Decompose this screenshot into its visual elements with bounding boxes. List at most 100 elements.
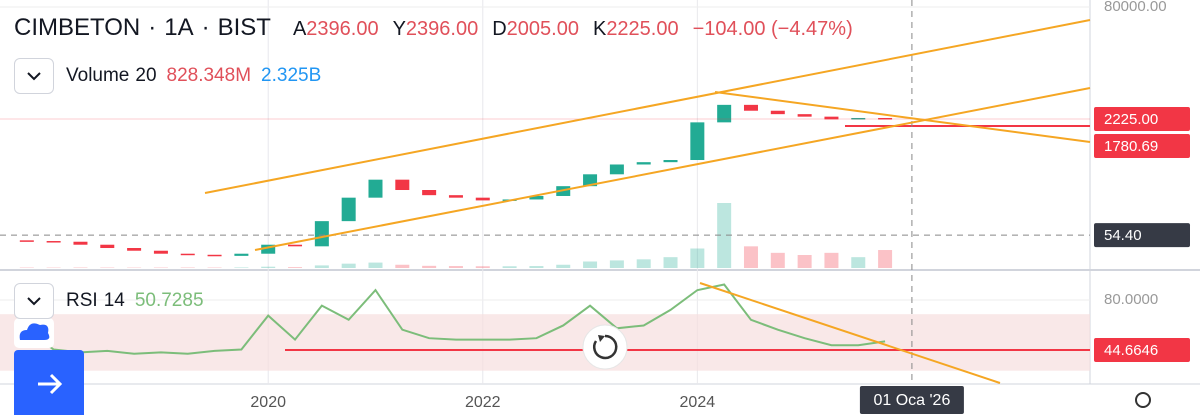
volume-bar <box>797 255 812 268</box>
volume-bar <box>422 265 437 268</box>
rsi-line <box>26 283 886 355</box>
cursor-label-box <box>859 386 964 414</box>
volume-bar <box>851 257 866 268</box>
change: −104.00 (−4.47%) <box>692 18 853 40</box>
price-label: 54.40 <box>1104 227 1142 244</box>
price-label-box <box>1094 337 1190 362</box>
volume-bar <box>663 257 678 268</box>
volume-bar <box>261 266 276 268</box>
volume-bar <box>502 266 517 268</box>
collapse-button[interactable] <box>14 58 54 94</box>
candle-body <box>663 160 678 163</box>
candle-body <box>743 104 758 111</box>
volume-bar <box>824 252 839 268</box>
trendline <box>204 19 1091 194</box>
candle-body <box>583 174 598 187</box>
candle-body <box>314 221 329 247</box>
candle-body <box>127 248 142 251</box>
indicator-value: 828.348M <box>166 65 252 86</box>
volume-bar <box>314 265 329 268</box>
indicator-name: RSI <box>66 290 98 311</box>
arrow-icon <box>38 373 63 395</box>
volume-bar <box>878 250 893 268</box>
candle-body <box>288 244 303 247</box>
candle-body <box>797 114 812 117</box>
y-tick-label: 80000.00 <box>1104 0 1167 15</box>
volume-bar <box>475 266 490 268</box>
price-label-box <box>1094 134 1190 159</box>
trendline <box>254 87 1091 251</box>
ohlc-value: 2005.00 <box>506 18 579 40</box>
candle-body <box>180 253 195 256</box>
volume-bar <box>636 259 651 268</box>
cursor-label: 01 Oca '26 <box>873 392 950 409</box>
candle-body <box>690 122 705 161</box>
candle-body <box>46 241 61 243</box>
volume-bar <box>234 267 249 268</box>
volume-bar <box>556 264 571 268</box>
price-label: 44.6646 <box>1104 342 1158 359</box>
price-label: 2225.00 <box>1104 111 1158 128</box>
refresh-button[interactable] <box>582 324 628 370</box>
ohlc-key: D <box>492 18 507 40</box>
plot <box>0 0 1090 384</box>
volume-bar <box>690 248 705 268</box>
candle-body <box>19 240 34 242</box>
volume-bar <box>609 260 624 268</box>
price-label-box <box>1094 107 1190 132</box>
collapse-button[interactable] <box>14 283 54 319</box>
cloud-icon <box>19 323 50 340</box>
trendline <box>714 91 1091 143</box>
indicator-ma: 2.325B <box>261 65 322 86</box>
candle-body <box>368 179 383 198</box>
refresh-icon <box>598 335 605 342</box>
symbol: CIMBETON <box>14 14 141 41</box>
x-tick-label: 2024 <box>680 394 716 411</box>
volume-bar <box>743 246 758 268</box>
candle-body <box>395 179 410 191</box>
volume-bar <box>583 261 598 268</box>
exchange: BIST <box>217 14 271 41</box>
ohlc-value: 2396.00 <box>405 18 479 40</box>
refresh-icon <box>593 334 618 360</box>
interval: 1A <box>164 14 194 41</box>
volume-bar <box>529 266 544 268</box>
volume-bar <box>770 252 785 268</box>
volume-bar <box>288 267 303 268</box>
candle-body <box>824 116 839 120</box>
candle-body <box>234 253 249 256</box>
candle-body <box>878 117 893 120</box>
candle-body <box>609 164 624 175</box>
candle-body <box>73 241 88 245</box>
candle-body <box>100 244 115 249</box>
candle-body <box>207 254 222 257</box>
rsi-legend: RSI 14 50.7285 <box>14 283 214 319</box>
indicator-name: Volume <box>66 65 130 86</box>
indicator-length: 20 <box>135 65 157 86</box>
candle-body <box>717 104 732 123</box>
indicator-value: 50.7285 <box>134 290 204 311</box>
candle-body <box>475 197 490 201</box>
volume-bar <box>395 264 410 268</box>
volume-bar <box>717 203 732 268</box>
y-tick-label: 80.0000 <box>1104 291 1158 308</box>
indicator-length: 14 <box>103 290 125 311</box>
ohlc-key: A <box>292 18 307 40</box>
candle-body <box>422 190 437 196</box>
candle-body <box>636 162 651 165</box>
price-label-box <box>1094 223 1190 248</box>
settings-icon[interactable] <box>1135 392 1151 408</box>
candle-body <box>529 195 544 200</box>
volume-bar <box>368 262 383 268</box>
trendline <box>699 282 1001 384</box>
candle-body <box>448 195 463 198</box>
ohlc-key: K <box>592 18 607 40</box>
ohlc-value: 2396.00 <box>306 18 379 40</box>
trendlines <box>204 19 1091 384</box>
volume-bar <box>341 263 356 268</box>
price-label: 1780.69 <box>1104 138 1158 155</box>
candle-body <box>770 110 785 115</box>
x-tick-label: 2020 <box>250 394 286 411</box>
